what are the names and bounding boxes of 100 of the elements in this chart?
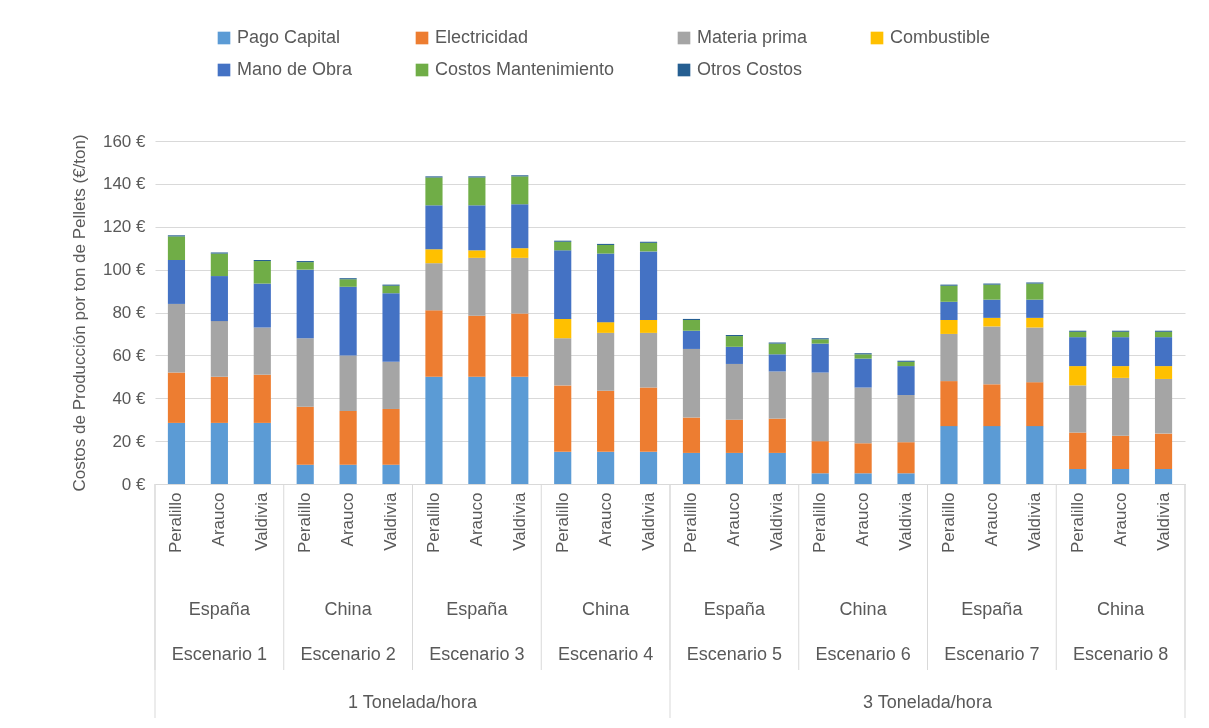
bar xyxy=(854,443,872,474)
y-tick-label: 100 € xyxy=(102,260,147,280)
bar xyxy=(1026,299,1044,318)
text: España xyxy=(961,599,1024,619)
bar xyxy=(1154,468,1173,484)
bar xyxy=(768,343,786,355)
x-tick-label: Peralillo xyxy=(295,492,315,553)
bar xyxy=(639,332,658,388)
bar xyxy=(210,422,228,484)
bar xyxy=(1026,426,1044,484)
bar xyxy=(811,343,829,373)
bar xyxy=(554,250,572,319)
bar xyxy=(210,321,228,377)
bar xyxy=(725,452,743,484)
bar xyxy=(296,464,314,484)
bar xyxy=(468,376,486,484)
bar xyxy=(1154,366,1173,379)
bar xyxy=(1069,331,1087,338)
bar xyxy=(1069,432,1087,469)
bar xyxy=(253,261,271,284)
y-tick-label: 60 € xyxy=(112,345,147,365)
text: Escenario 6 xyxy=(815,644,911,664)
bar xyxy=(339,411,357,465)
y-tick-label: 40 € xyxy=(112,388,147,408)
x-tick-label: Arauco xyxy=(853,492,873,547)
bar xyxy=(854,387,872,444)
bar xyxy=(983,326,1001,385)
bar xyxy=(597,244,615,254)
text: China xyxy=(839,599,888,619)
bar xyxy=(1069,385,1087,433)
bar xyxy=(897,473,915,484)
legend-label: Otros Costos xyxy=(697,59,803,79)
x-tick-label: Peralillo xyxy=(681,492,701,553)
bar xyxy=(253,422,271,484)
bar xyxy=(1112,435,1130,469)
bar xyxy=(597,332,615,391)
text: Escenario 1 xyxy=(171,644,267,664)
bar xyxy=(1154,337,1173,367)
y-tick-label: 20 € xyxy=(112,431,147,451)
bar xyxy=(811,339,829,344)
bar xyxy=(682,320,701,331)
x-tick-label: Valdivia xyxy=(381,491,401,551)
bar xyxy=(639,251,658,320)
bar xyxy=(167,236,186,260)
bar xyxy=(1154,433,1173,469)
bar xyxy=(167,259,186,304)
bar xyxy=(296,338,314,407)
bar xyxy=(511,376,529,484)
bar xyxy=(597,322,615,333)
bar xyxy=(940,381,958,427)
text: China xyxy=(324,599,373,619)
bar xyxy=(210,376,228,423)
bar xyxy=(554,241,572,251)
bar xyxy=(811,441,829,474)
bar xyxy=(597,390,615,452)
bar xyxy=(210,276,228,322)
bar xyxy=(382,285,400,294)
x-tick-label: Valdivia xyxy=(896,491,916,551)
bar xyxy=(1026,317,1044,328)
bar xyxy=(1112,331,1130,338)
x-tick-label: Valdivia xyxy=(509,491,529,551)
legend-label: Pago Capital xyxy=(237,27,341,47)
bar xyxy=(1112,366,1130,378)
bar xyxy=(983,317,1001,327)
bar xyxy=(897,395,915,443)
bar xyxy=(597,451,615,484)
bar xyxy=(940,426,958,484)
bar xyxy=(425,376,443,484)
bar xyxy=(682,330,701,349)
x-tick-label: Arauco xyxy=(466,492,486,547)
bar xyxy=(425,310,443,377)
bar xyxy=(382,361,400,409)
bar xyxy=(296,269,314,339)
bar xyxy=(296,406,314,465)
bar xyxy=(940,301,958,320)
bar xyxy=(253,283,271,328)
bar xyxy=(983,299,1001,318)
bar xyxy=(1026,283,1044,300)
bar xyxy=(725,363,743,420)
bar xyxy=(167,422,186,484)
x-tick-label: Arauco xyxy=(981,492,1001,547)
bar xyxy=(940,333,958,382)
text: Escenario 7 xyxy=(944,644,1040,664)
bar xyxy=(1112,377,1130,436)
bar xyxy=(554,318,572,339)
bar xyxy=(1026,327,1044,383)
legend-label: Electricidad xyxy=(435,27,529,47)
bar xyxy=(897,361,915,367)
bar xyxy=(554,338,572,386)
bar xyxy=(854,354,872,359)
bar xyxy=(339,355,357,412)
bar xyxy=(897,442,915,474)
bar xyxy=(468,177,486,206)
y-tick-label: 120 € xyxy=(102,217,147,237)
x-tick-label: Peralillo xyxy=(938,492,958,553)
x-tick-label: Arauco xyxy=(209,492,229,547)
bar xyxy=(468,205,486,251)
bar xyxy=(167,372,186,423)
y-tick-label: 80 € xyxy=(112,303,147,322)
bar xyxy=(382,408,400,465)
